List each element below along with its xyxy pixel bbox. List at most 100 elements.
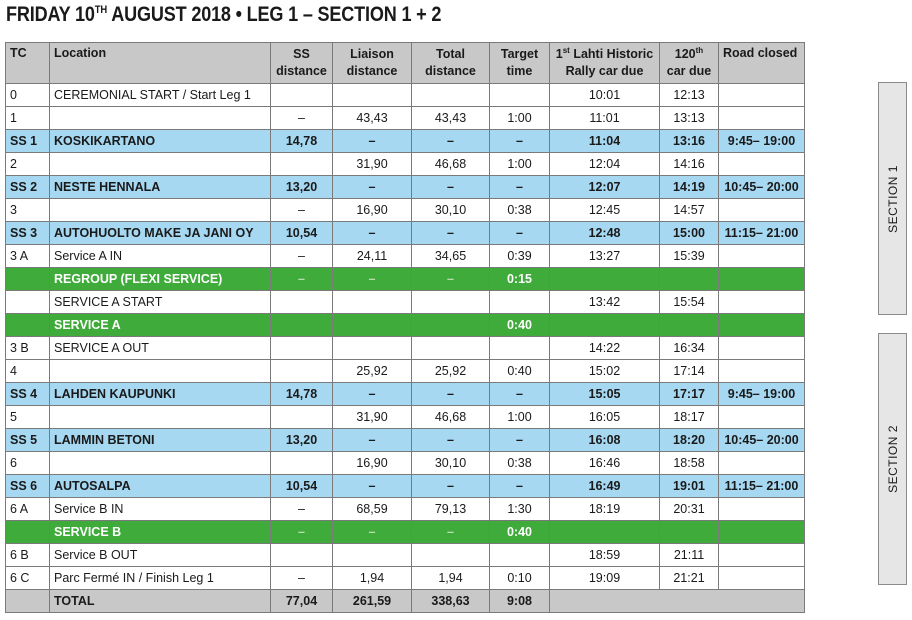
cell-location: Service A IN — [49, 244, 271, 268]
cell-liaison-distance — [332, 83, 412, 107]
cell-liaison-distance: – — [332, 382, 412, 406]
total-total-distance: 338,63 — [411, 589, 490, 613]
cell-ss-distance: 14,78 — [270, 129, 333, 153]
cell-first-car-due: 11:04 — [549, 129, 660, 153]
cell-location: REGROUP (FLEXI SERVICE) — [49, 267, 271, 291]
cell-first-car-due: 16:49 — [549, 474, 660, 498]
cell-location: SERVICE A — [49, 313, 271, 337]
cell-120th-car-due: 17:17 — [659, 382, 719, 406]
cell-tc: 3 — [5, 198, 50, 222]
cell-total-distance: – — [411, 474, 490, 498]
total-target-time: 9:08 — [489, 589, 550, 613]
cell-120th-car-due: 20:31 — [659, 497, 719, 521]
cell-tc: 3 B — [5, 336, 50, 360]
cell-road-closed: 11:15– 21:00 — [718, 474, 805, 498]
cell-total-distance: 46,68 — [411, 405, 490, 429]
cell-liaison-distance — [332, 313, 412, 337]
cell-road-closed — [718, 244, 805, 268]
cell-location — [49, 106, 271, 130]
cell-120th-car-due: 18:20 — [659, 428, 719, 452]
cell-ss-distance: – — [270, 497, 333, 521]
cell-120th-car-due: 21:21 — [659, 566, 719, 590]
cell-target-time: – — [489, 428, 550, 452]
cell-road-closed — [718, 290, 805, 314]
cell-road-closed — [718, 543, 805, 567]
cell-ss-distance: 10,54 — [270, 221, 333, 245]
stage-row: SS 3 AUTOHUOLTO MAKE JA JANI OY 10,54– – –12… — [5, 221, 805, 245]
cell-location: KOSKIKARTANO — [49, 129, 271, 153]
col-total-distance: Total distance — [411, 42, 490, 84]
cell-target-time: – — [489, 382, 550, 406]
cell-location — [49, 405, 271, 429]
cell-tc — [5, 520, 50, 544]
table-row: 3 A Service A IN –24,11 34,65 0:39 13:27 15:39 — [5, 244, 805, 268]
header-row: TC Location SS distance Liaison distance T… — [5, 42, 805, 84]
cell-120th-car-due: 19:01 — [659, 474, 719, 498]
cell-liaison-distance: – — [332, 267, 412, 291]
cell-liaison-distance: – — [332, 129, 412, 153]
cell-target-time: 1:30 — [489, 497, 550, 521]
cell-location: LAMMIN BETONI — [49, 428, 271, 452]
cell-road-closed — [718, 566, 805, 590]
stage-row: SS 2 NESTE HENNALA 13,20– – –12:07 14:19 10:45… — [5, 175, 805, 199]
cell-target-time: 0:39 — [489, 244, 550, 268]
cell-tc: SS 2 — [5, 175, 50, 199]
cell-location: AUTOSALPA — [49, 474, 271, 498]
cell-target-time: 1:00 — [489, 405, 550, 429]
cell-location: AUTOHUOLTO MAKE JA JANI OY — [49, 221, 271, 245]
cell-tc: 6 B — [5, 543, 50, 567]
cell-liaison-distance: – — [332, 520, 412, 544]
cell-tc: 6 C — [5, 566, 50, 590]
cell-liaison-distance: 25,92 — [332, 359, 412, 383]
schedule-table: TC Location SS distance Liaison distance T… — [5, 42, 805, 613]
cell-120th-car-due: 13:13 — [659, 106, 719, 130]
cell-ss-distance — [270, 359, 333, 383]
cell-ss-distance: – — [270, 520, 333, 544]
cell-first-car-due: 13:42 — [549, 290, 660, 314]
cell-liaison-distance: 68,59 — [332, 497, 412, 521]
table-row: SERVICE A START 13:42 15:54 — [5, 290, 805, 314]
cell-total-distance — [411, 336, 490, 360]
cell-total-distance: – — [411, 267, 490, 291]
cell-liaison-distance — [332, 543, 412, 567]
cell-ss-distance — [270, 290, 333, 314]
stage-row: SS 4 LAHDEN KAUPUNKI 14,78– – –15:05 17:17 9:4… — [5, 382, 805, 406]
cell-liaison-distance: 24,11 — [332, 244, 412, 268]
service-row: SERVICE A 0:40 — [5, 313, 805, 337]
cell-road-closed: 10:45– 20:00 — [718, 175, 805, 199]
cell-120th-car-due: 14:57 — [659, 198, 719, 222]
cell-liaison-distance: – — [332, 221, 412, 245]
cell-first-car-due: 18:59 — [549, 543, 660, 567]
cell-location: CEREMONIAL START / Start Leg 1 — [49, 83, 271, 107]
cell-120th-car-due: 15:54 — [659, 290, 719, 314]
cell-first-car-due: 16:05 — [549, 405, 660, 429]
cell-target-time: – — [489, 129, 550, 153]
cell-ss-distance: – — [270, 244, 333, 268]
cell-location: SERVICE A OUT — [49, 336, 271, 360]
cell-liaison-distance — [332, 290, 412, 314]
cell-first-car-due: 12:45 — [549, 198, 660, 222]
cell-total-distance: 25,92 — [411, 359, 490, 383]
cell-road-closed — [718, 313, 805, 337]
cell-liaison-distance: 16,90 — [332, 451, 412, 475]
cell-total-distance: – — [411, 428, 490, 452]
stage-row: SS 6 AUTOSALPA 10,54– – –16:49 19:01 11:15– 21… — [5, 474, 805, 498]
table-row: 1–43,43 43,43 1:00 11:01 13:13 — [5, 106, 805, 130]
cell-target-time — [489, 543, 550, 567]
cell-total-distance: – — [411, 221, 490, 245]
cell-120th-car-due — [659, 267, 719, 291]
cell-total-distance: 30,10 — [411, 198, 490, 222]
cell-first-car-due: 12:48 — [549, 221, 660, 245]
cell-road-closed — [718, 520, 805, 544]
cell-tc: 1 — [5, 106, 50, 130]
cell-road-closed: 11:15– 21:00 — [718, 221, 805, 245]
cell-road-closed — [718, 359, 805, 383]
cell-target-time — [489, 336, 550, 360]
cell-location — [49, 451, 271, 475]
total-row: TOTAL 77,04 261,59 338,63 9:08 — [5, 589, 805, 613]
cell-target-time: 0:10 — [489, 566, 550, 590]
cell-location: SERVICE B — [49, 520, 271, 544]
cell-first-car-due: 12:07 — [549, 175, 660, 199]
cell-first-car-due: 16:46 — [549, 451, 660, 475]
cell-first-car-due: 13:27 — [549, 244, 660, 268]
